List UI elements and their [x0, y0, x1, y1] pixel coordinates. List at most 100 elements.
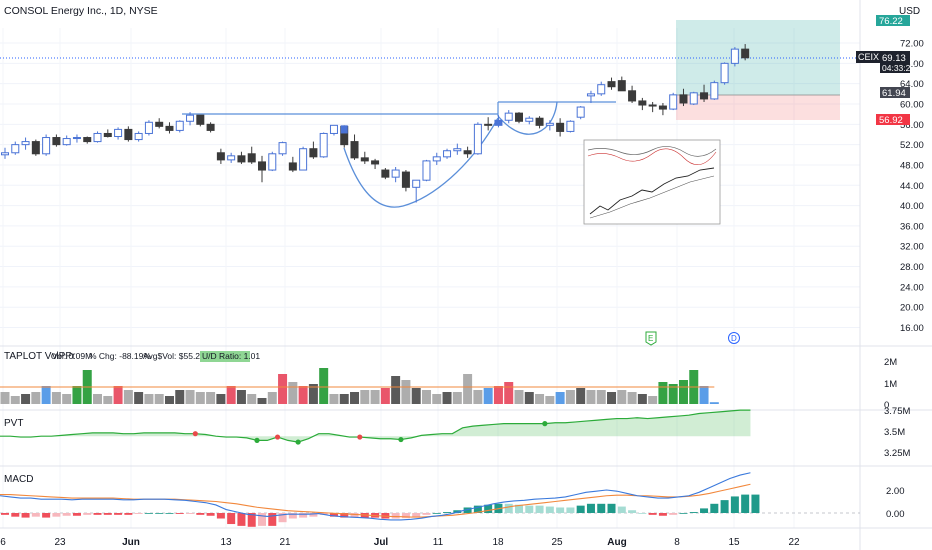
macd-histogram-bar — [1, 513, 9, 515]
candle-body — [720, 62, 729, 84]
dividend-event-icon[interactable]: D — [728, 332, 740, 344]
candle-body — [103, 132, 112, 138]
candle-body — [31, 141, 40, 155]
candle-body — [42, 137, 51, 155]
candle — [309, 141, 318, 159]
volume-bar — [555, 392, 565, 404]
pvt-line — [0, 409, 751, 443]
cup-curve — [343, 117, 499, 208]
macd-histogram-bar — [93, 513, 102, 515]
candle-body — [350, 141, 359, 159]
macd-histogram-bar — [165, 513, 174, 514]
macd-line — [0, 472, 751, 521]
candle — [648, 101, 657, 113]
candle — [391, 166, 400, 183]
pvt-signal-dot — [398, 436, 404, 443]
macd-histogram-bar — [669, 513, 678, 515]
volume-bar — [329, 394, 339, 404]
handle-curve — [497, 101, 558, 135]
time-tick-label: 6 — [0, 537, 6, 548]
macd-histogram-bar — [566, 507, 575, 513]
volume-bar — [278, 374, 288, 404]
macd-histogram-bar — [607, 503, 616, 513]
volume-bar — [658, 382, 668, 404]
macd-histogram-bar — [258, 513, 266, 526]
pvt-signal-dot — [274, 434, 281, 440]
candle-body — [329, 124, 338, 134]
macd-histogram-bar — [124, 513, 133, 515]
candle-body — [556, 122, 565, 132]
volume-bar — [93, 394, 103, 404]
candle — [42, 134, 51, 156]
price-tick-label: 44.00 — [900, 181, 924, 192]
candle — [607, 77, 616, 90]
candle — [504, 110, 513, 124]
inset-ma-line — [589, 175, 715, 219]
inset-red-line — [587, 148, 717, 165]
candle-body — [628, 90, 637, 102]
macd-histogram-bar — [309, 513, 318, 517]
candle — [422, 159, 431, 182]
macd-histogram-bar — [175, 513, 184, 514]
candle — [278, 141, 287, 156]
price-tick-label: 32.00 — [900, 242, 924, 253]
candle-body — [52, 137, 61, 146]
candle — [206, 122, 215, 133]
pvt-tick-label: 3.75M — [884, 406, 910, 417]
candle — [31, 139, 40, 156]
candle-body — [268, 153, 277, 171]
candle — [227, 152, 236, 163]
time-tick-label: 25 — [551, 537, 563, 548]
volume-bar — [370, 390, 380, 404]
candle-body — [597, 84, 606, 95]
candle — [463, 146, 472, 158]
candle — [432, 152, 441, 165]
candle-body — [360, 157, 369, 162]
candle-body — [473, 123, 482, 155]
volume-bar — [298, 386, 308, 404]
candle-body — [504, 112, 513, 121]
pvt-signal-dot — [542, 421, 548, 427]
volume-bar — [668, 384, 678, 404]
candle-body — [134, 132, 143, 141]
volume-bar — [41, 386, 51, 404]
candle-body — [741, 48, 750, 59]
candle-body — [381, 169, 390, 178]
take-profit-zone — [676, 20, 840, 95]
candle-body — [319, 132, 328, 158]
macd-histogram-bar — [597, 503, 606, 513]
pvt-signal-dot — [295, 439, 301, 445]
candle — [730, 47, 739, 67]
volume-bar — [545, 396, 555, 404]
candle-body — [638, 100, 647, 106]
candle-body — [391, 169, 400, 178]
volume-bar — [637, 394, 647, 404]
volume-bar — [308, 384, 318, 404]
currency-label: USD — [899, 6, 920, 17]
pvt-signal-dot — [357, 434, 363, 440]
candle — [299, 146, 308, 171]
candle-body — [463, 150, 472, 155]
volume-bar — [421, 390, 431, 404]
price-tick-label: 36.00 — [900, 221, 924, 232]
price-tick-label: 40.00 — [900, 201, 924, 212]
earnings-event-icon[interactable]: E — [645, 331, 657, 346]
pvt-pane — [0, 409, 751, 445]
candle — [401, 170, 410, 192]
candle-body — [278, 142, 287, 155]
time-tick-label: 21 — [279, 537, 291, 548]
volume-bar — [206, 392, 216, 404]
candle — [720, 62, 729, 85]
volume-bar — [452, 392, 462, 404]
macd-histogram-bar — [586, 503, 595, 513]
last-price-tag: CEIX 69.13 04:33:27 — [856, 51, 915, 73]
volume-bar — [596, 390, 606, 404]
volume-bar — [678, 380, 688, 404]
candle-body — [566, 120, 575, 132]
macd-signal-line — [0, 483, 751, 518]
macd-histogram-bar — [720, 500, 729, 513]
volume-bar — [401, 380, 411, 404]
candle-body — [124, 128, 133, 141]
candle — [658, 102, 667, 116]
price-tick-label: 28.00 — [900, 262, 924, 273]
